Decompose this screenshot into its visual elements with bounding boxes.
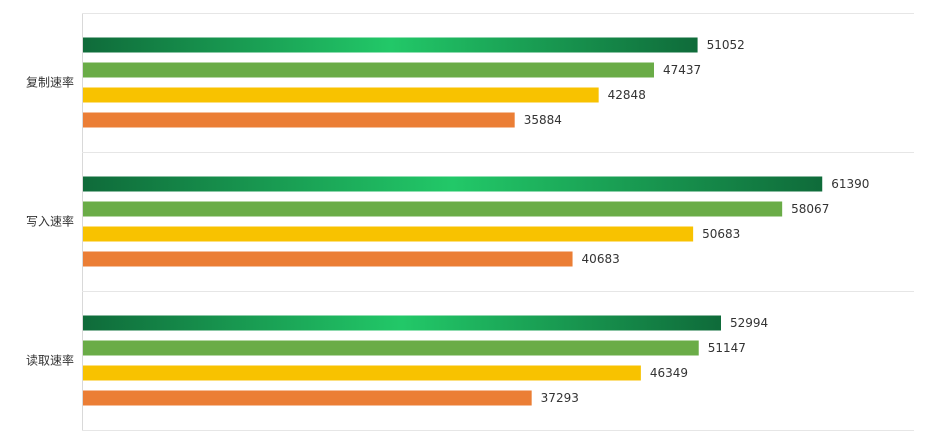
- bar: [83, 37, 698, 53]
- category-tick-label: 写入速率: [26, 214, 74, 229]
- bar-value-label: 47437: [663, 63, 701, 77]
- bar-value-label: 40683: [582, 252, 620, 266]
- bar: [83, 340, 699, 356]
- bar-value-label: 61390: [831, 177, 869, 191]
- bar-value-label: 37293: [541, 391, 579, 405]
- category-tick-label: 复制速率: [26, 75, 74, 90]
- bar-value-label: 42848: [608, 88, 646, 102]
- bar: [83, 226, 694, 242]
- bar: [83, 87, 599, 103]
- bar: [83, 251, 573, 267]
- axes-group: [82, 13, 914, 431]
- bar: [83, 176, 823, 192]
- bar: [83, 365, 641, 381]
- bar: [83, 62, 654, 78]
- category-tick-label: 读取速率: [26, 353, 74, 368]
- bar-value-label: 58067: [791, 202, 829, 216]
- bar-value-label: 51052: [707, 38, 745, 52]
- bar: [83, 390, 532, 406]
- bar-value-label: 52994: [730, 316, 768, 330]
- bar-value-label: 35884: [524, 113, 562, 127]
- bar: [83, 201, 783, 217]
- bars-group: [83, 37, 823, 406]
- bar: [83, 315, 722, 331]
- bar-value-label: 50683: [702, 227, 740, 241]
- bar: [83, 112, 515, 128]
- bar-value-label: 51147: [708, 341, 746, 355]
- bar-value-label: 46349: [650, 366, 688, 380]
